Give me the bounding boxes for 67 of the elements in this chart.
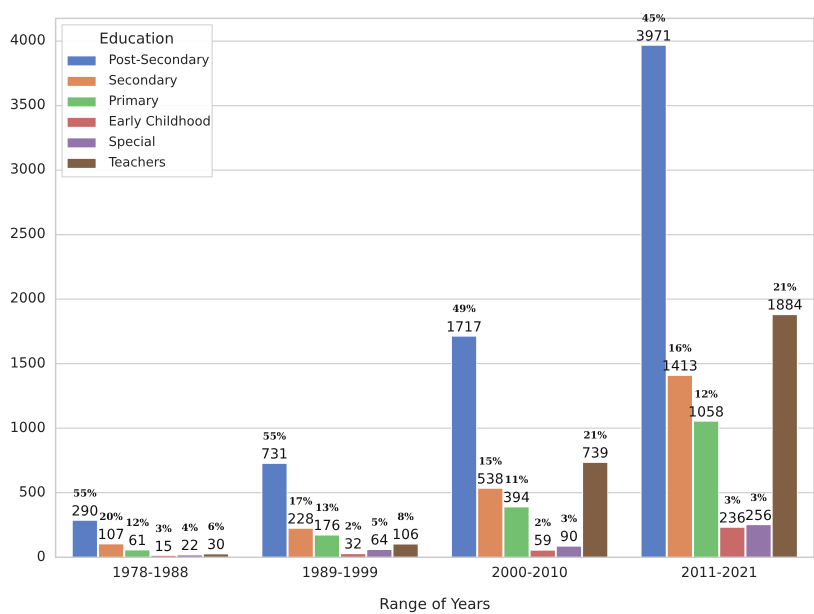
annotation: 4% [182,522,198,534]
data-label: 731 [261,446,288,462]
data-label: 1884 [766,298,803,314]
data-label: 15 [154,538,172,555]
x-tick-label: 1978-1988 [112,565,189,582]
annotation: 2% [534,518,552,530]
y-tick-label: 3500 [10,97,46,114]
data-label: 64 [370,532,388,549]
data-label: 739 [582,445,609,462]
annotation: 3% [560,514,578,526]
annotation: 3% [155,524,172,535]
data-label: 59 [534,533,552,550]
data-label: 3971 [636,28,672,44]
data-label: 106 [392,527,420,544]
annotation: 8% [397,512,414,524]
annotation: 16% [668,343,692,354]
data-label: 22 [180,538,199,554]
x-axis-title: Range of Years [379,594,491,613]
annotation: 17% [288,496,313,508]
legend-label: Teachers [108,155,166,170]
data-label: 90 [560,529,578,546]
annotation: 21% [773,282,797,294]
annotation: 12% [694,389,718,400]
legend-label: Secondary [108,73,178,88]
data-label: 228 [287,511,314,528]
y-tick-label: 1500 [10,355,46,372]
annotation: 13% [315,503,340,514]
annotation: 11% [504,474,529,486]
data-label: 290 [71,503,98,520]
annotation: 20% [99,512,124,523]
data-label: 256 [745,508,772,524]
data-label: 538 [476,471,504,488]
annotation: 6% [208,522,225,533]
legend-title: Education [99,29,174,48]
x-tick-label: 2011-2021 [681,565,758,582]
legend-label: Primary [108,94,160,109]
annotation: 49% [452,304,476,316]
y-tick-label: 500 [18,484,46,500]
y-tick-label: 2500 [10,226,46,242]
y-tick-label: 3000 [10,162,46,178]
annotation: 55% [73,488,98,500]
annotation: 45% [642,13,666,24]
legend-label: Special [108,134,156,150]
x-tick-label: 1989-1999 [302,565,378,582]
data-label: 30 [207,536,225,553]
annotation: 3% [750,492,768,504]
annotation: 12% [126,518,150,529]
annotation: 2% [344,522,362,533]
annotation: 55% [262,431,287,442]
data-label: 176 [314,518,340,534]
y-tick-label: 0 [36,548,46,565]
annotation: 15% [478,456,502,468]
annotation: 3% [724,495,742,506]
data-label: 61 [128,532,146,549]
data-label: 1717 [446,319,482,336]
annotation: 21% [583,430,608,442]
x-tick-label: 2000-2010 [491,565,568,582]
legend-label: Post-Secondary [108,52,210,68]
annotation: 5% [371,518,388,529]
data-label: 32 [344,536,362,553]
data-label: 107 [98,527,124,544]
data-label: 236 [718,510,746,526]
y-tick-label: 4000 [10,32,46,49]
y-tick-label: 1000 [10,420,46,436]
legend-label: Early Childhood [108,114,211,130]
y-tick-label: 2000 [10,290,46,307]
data-label: 394 [503,490,530,506]
